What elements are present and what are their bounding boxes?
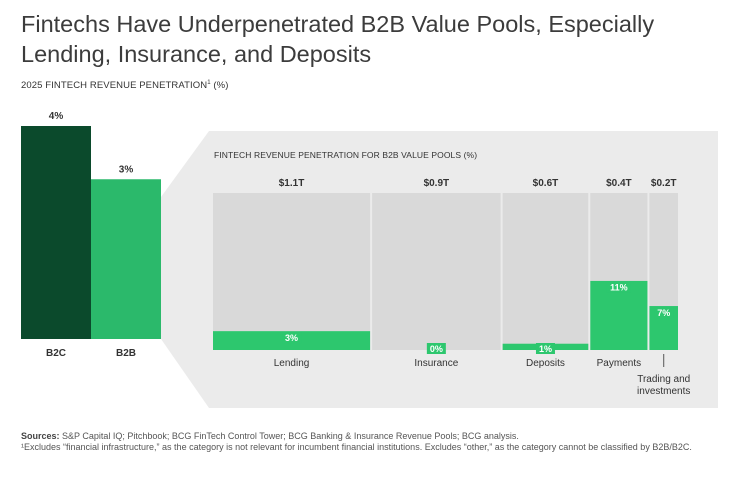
value-label: 3% [285, 333, 298, 343]
sources-line: Sources: S&P Capital IQ; Pitchbook; BCG … [21, 431, 519, 441]
pool-size-label: $0.2T [651, 178, 677, 189]
penetration-chart: 4% B2C 3% B2B FINTECH REVENUE PENETRATION FO… [21, 111, 718, 408]
value-tag [535, 343, 555, 354]
pool-size-label: $0.4T [606, 178, 632, 189]
value-tag [654, 307, 674, 319]
footnote-text: ¹Excludes “financial infrastructure,” as… [21, 442, 692, 452]
value-pool-0 [213, 193, 371, 350]
bar-b2c [21, 126, 91, 339]
footnote-marker: 1 [207, 80, 211, 86]
chart-title: Fintechs Have Underpenetrated B2B Value … [21, 11, 655, 67]
value-tag [282, 332, 302, 344]
category-label: Insurance [414, 358, 458, 369]
footer: Sources: S&P Capital IQ; Pitchbook; BCG … [21, 431, 726, 453]
bar-b2b [91, 179, 161, 339]
value-label: 1% [539, 344, 552, 354]
value-pool-2 [502, 193, 589, 350]
pool-size-label: $1.1T [279, 178, 305, 189]
bar-value-label: 4% [49, 111, 64, 122]
value-pool-1 [372, 193, 501, 350]
value-label: 11% [610, 283, 628, 293]
category-label: Payments [597, 358, 641, 369]
value-tag [606, 281, 631, 293]
category-label: Trading and investments [637, 374, 690, 397]
pool-size-label: $0.9T [424, 178, 450, 189]
value-label: 0% [430, 344, 443, 354]
value-label: 7% [657, 308, 670, 318]
category-label: B2B [116, 348, 136, 359]
category-label: Deposits [526, 358, 565, 369]
category-label: Lending [274, 358, 310, 369]
panel-title: FINTECH REVENUE PENETRATION FOR B2B VALU… [214, 150, 477, 160]
pool-size-label: $0.6T [533, 178, 559, 189]
value-tag [426, 343, 446, 354]
category-label: B2C [46, 348, 66, 359]
bar-value-label: 3% [119, 164, 134, 175]
chart-subtitle: 2025 FINTECH REVENUE PENETRATION1 (%) [21, 80, 229, 92]
